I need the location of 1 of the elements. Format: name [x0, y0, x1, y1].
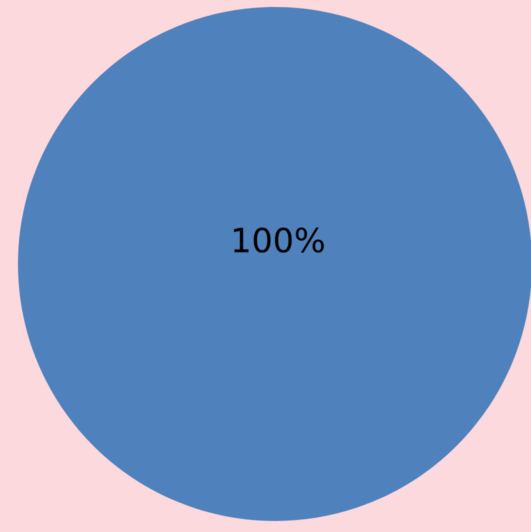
data-label: 100%: [234, 227, 324, 253]
